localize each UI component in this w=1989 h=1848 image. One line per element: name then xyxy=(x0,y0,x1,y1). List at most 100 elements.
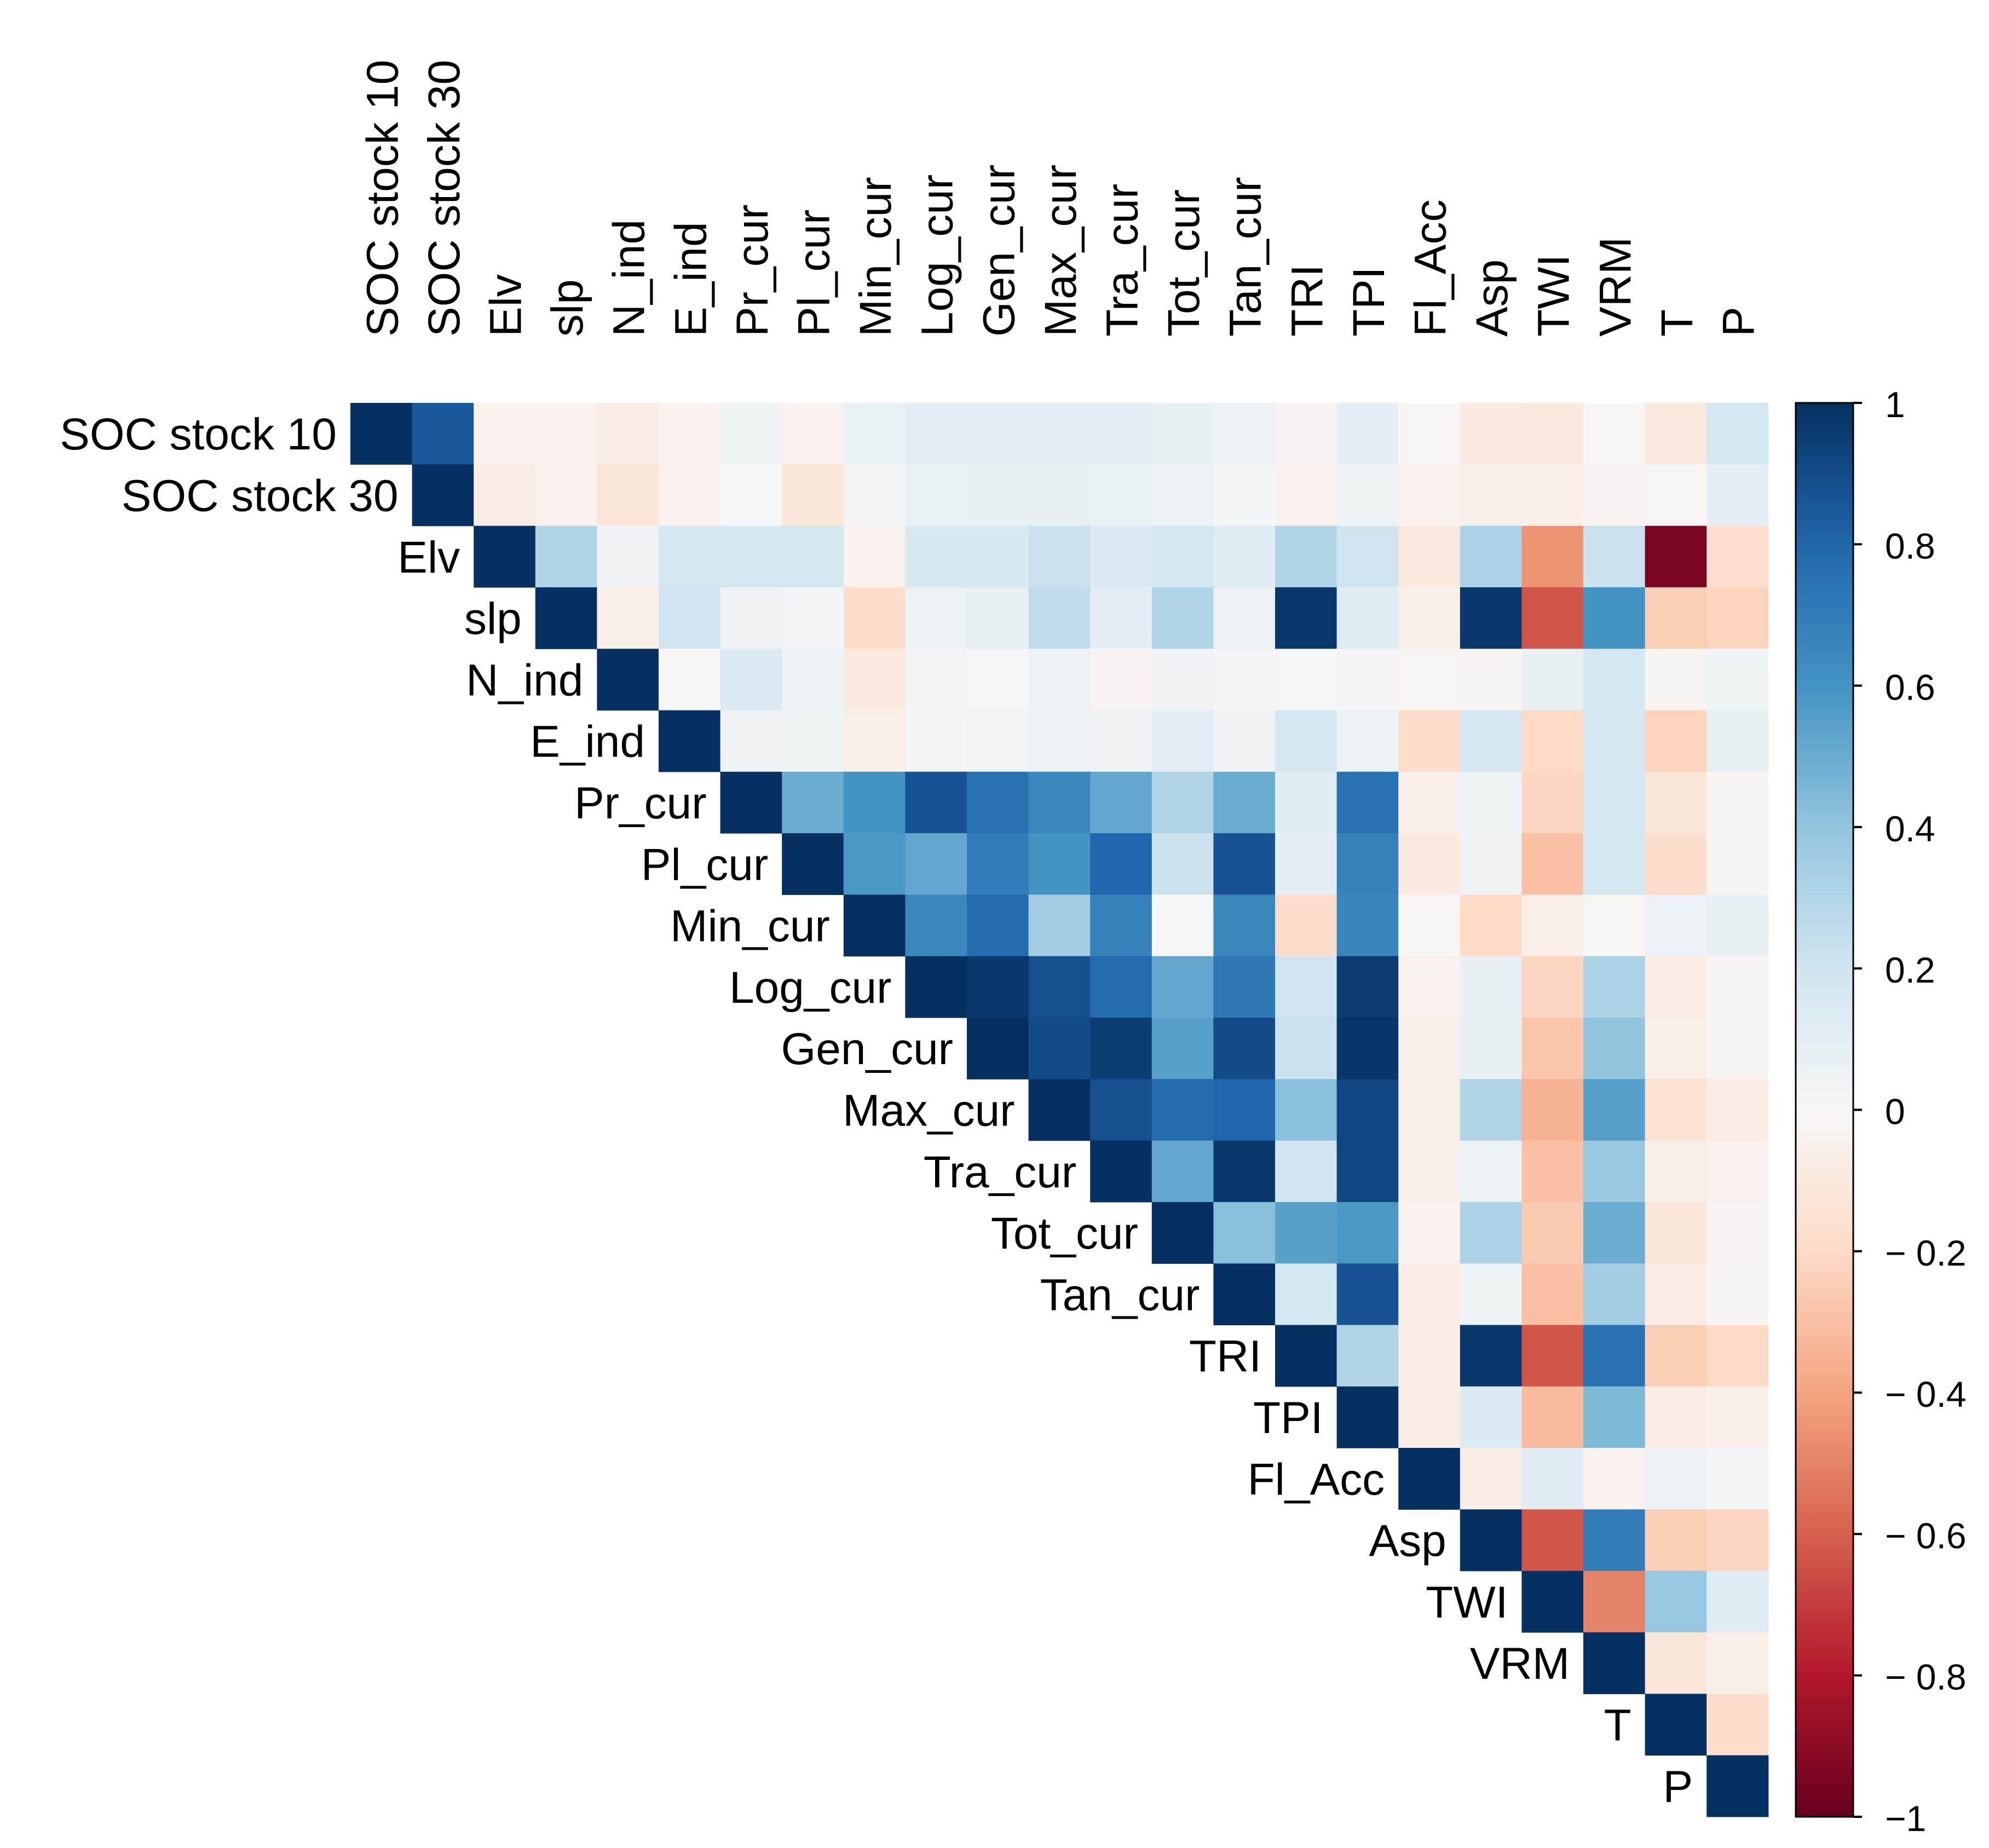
cell-pl-cur-gen-cur xyxy=(967,833,1029,895)
cell-tot-cur-fl-acc xyxy=(1398,1202,1461,1264)
cell-vrm-t xyxy=(1645,1632,1707,1694)
column-label-elv: Elv xyxy=(481,274,531,337)
row-label-log-cur: Log_cur xyxy=(729,963,891,1013)
cell-tri-t xyxy=(1645,1325,1707,1387)
cell-n-ind-twi xyxy=(1521,649,1584,711)
cell-slp-max-cur xyxy=(1028,587,1091,649)
cell-min-cur-tri xyxy=(1275,894,1337,957)
cell-soc-stock-10-tpi xyxy=(1336,403,1399,465)
cell-min-cur-p xyxy=(1706,894,1769,957)
cell-max-cur-twi xyxy=(1521,1079,1584,1141)
cell-tan-cur-t xyxy=(1645,1263,1707,1326)
cell-e-ind-vrm xyxy=(1583,710,1646,772)
cell-elv-pr-cur xyxy=(720,525,782,588)
cell-e-ind-gen-cur xyxy=(967,710,1029,772)
cell-tan-cur-asp xyxy=(1460,1263,1522,1326)
cell-gen-cur-twi xyxy=(1521,1018,1584,1079)
cell-soc-stock-30-pr-cur xyxy=(720,464,782,527)
cell-e-ind-pl-cur xyxy=(782,710,844,772)
row-label-fl-acc: Fl_Acc xyxy=(1248,1454,1385,1504)
cell-n-ind-pl-cur xyxy=(782,649,844,711)
row-label-twi: TWI xyxy=(1426,1578,1508,1627)
cell-fl-acc-asp xyxy=(1460,1448,1522,1510)
cell-fl-acc-fl-acc xyxy=(1398,1448,1461,1510)
cell-slp-p xyxy=(1706,587,1769,649)
cell-soc-stock-10-slp xyxy=(535,403,597,465)
cell-log-cur-p xyxy=(1706,956,1769,1018)
cell-n-ind-tri xyxy=(1275,649,1337,711)
cell-gen-cur-asp xyxy=(1460,1018,1522,1079)
cell-max-cur-max-cur xyxy=(1028,1079,1091,1141)
cell-tra-cur-tot-cur xyxy=(1151,1140,1214,1203)
cell-slp-fl-acc xyxy=(1398,587,1461,649)
cell-pr-cur-tri xyxy=(1275,771,1337,834)
cell-max-cur-t xyxy=(1645,1079,1707,1141)
cell-max-cur-vrm xyxy=(1583,1079,1646,1141)
cell-pr-cur-vrm xyxy=(1583,771,1646,834)
colorbar-tick-label: −1 xyxy=(1885,1798,1926,1839)
cell-elv-log-cur xyxy=(905,525,967,588)
cell-pr-cur-min-cur xyxy=(843,771,906,834)
cell-slp-tri xyxy=(1275,587,1337,649)
cell-n-ind-vrm xyxy=(1583,649,1646,711)
cell-elv-asp xyxy=(1460,525,1522,588)
cell-n-ind-pr-cur xyxy=(720,649,782,711)
cell-tot-cur-t xyxy=(1645,1202,1707,1264)
cell-pr-cur-pl-cur xyxy=(782,771,844,834)
cell-tot-cur-vrm xyxy=(1583,1202,1646,1264)
cell-tra-cur-asp xyxy=(1460,1140,1522,1203)
cell-n-ind-tpi xyxy=(1336,649,1399,711)
cell-tri-tpi xyxy=(1336,1325,1399,1387)
column-label-n-ind: N_ind xyxy=(604,220,654,337)
cell-asp-twi xyxy=(1521,1509,1584,1572)
column-label-log-cur: Log_cur xyxy=(913,175,962,337)
cell-elv-elv xyxy=(474,525,536,588)
cell-e-ind-tpi xyxy=(1336,710,1399,772)
cell-elv-tpi xyxy=(1336,525,1399,588)
cell-pl-cur-t xyxy=(1645,833,1707,895)
cell-tri-fl-acc xyxy=(1398,1325,1461,1387)
cell-asp-t xyxy=(1645,1509,1707,1572)
cell-slp-vrm xyxy=(1583,587,1646,649)
colorbar-tick-label: 0.6 xyxy=(1885,667,1935,708)
cell-n-ind-min-cur xyxy=(843,649,906,711)
cell-n-ind-tan-cur xyxy=(1213,649,1276,711)
cell-e-ind-pr-cur xyxy=(720,710,782,772)
cell-soc-stock-10-gen-cur xyxy=(967,403,1029,465)
heatmap-cells xyxy=(350,403,1769,1817)
cell-soc-stock-30-gen-cur xyxy=(967,464,1029,527)
cell-min-cur-fl-acc xyxy=(1398,894,1461,957)
cell-min-cur-tan-cur xyxy=(1213,894,1276,957)
cell-e-ind-max-cur xyxy=(1028,710,1091,772)
row-label-soc-stock-10: SOC stock 10 xyxy=(60,409,337,459)
cell-asp-asp xyxy=(1460,1509,1522,1572)
cell-max-cur-tri xyxy=(1275,1079,1337,1141)
cell-min-cur-log-cur xyxy=(905,894,967,957)
cell-log-cur-t xyxy=(1645,956,1707,1018)
cell-slp-log-cur xyxy=(905,587,967,649)
cell-log-cur-gen-cur xyxy=(967,956,1029,1018)
cell-n-ind-max-cur xyxy=(1028,649,1091,711)
cell-gen-cur-gen-cur xyxy=(967,1018,1029,1079)
cell-pr-cur-fl-acc xyxy=(1398,771,1461,834)
cell-elv-twi xyxy=(1521,525,1584,588)
cell-fl-acc-t xyxy=(1645,1448,1707,1510)
cell-min-cur-min-cur xyxy=(843,894,906,957)
column-label-min-cur: Min_cur xyxy=(851,177,901,337)
cell-pr-cur-gen-cur xyxy=(967,771,1029,834)
row-label-n-ind: N_ind xyxy=(466,655,583,705)
cell-e-ind-tri xyxy=(1275,710,1337,772)
cell-tpi-vrm xyxy=(1583,1386,1646,1448)
column-label-tpi: TPI xyxy=(1344,267,1394,337)
cell-log-cur-fl-acc xyxy=(1398,956,1461,1018)
cell-tan-cur-tpi xyxy=(1336,1263,1399,1326)
cell-twi-vrm xyxy=(1583,1570,1646,1633)
cell-soc-stock-10-n-ind xyxy=(597,403,659,465)
cell-tot-cur-tri xyxy=(1275,1202,1337,1264)
cell-max-cur-tra-cur xyxy=(1090,1079,1152,1141)
cell-soc-stock-30-t xyxy=(1645,464,1707,527)
cell-slp-slp xyxy=(535,587,597,649)
cell-pr-cur-tpi xyxy=(1336,771,1399,834)
cell-n-ind-fl-acc xyxy=(1398,649,1461,711)
